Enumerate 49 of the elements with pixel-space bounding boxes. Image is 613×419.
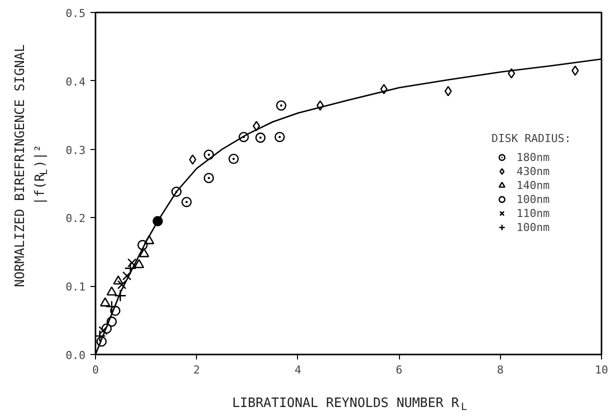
y-tick-label: 0.2 [66,212,86,226]
x-tick-label: 0 [92,364,99,376]
point [122,271,132,280]
point [380,84,388,94]
point [144,235,154,244]
point [106,286,117,296]
point [124,262,137,274]
point [274,132,285,142]
y-tick-label: 0.0 [66,349,86,362]
legend-label: 430nm [516,164,550,178]
point [255,132,266,143]
point [152,216,163,226]
point [238,132,249,142]
point [137,240,148,250]
legend-label: 180nm [516,150,550,164]
x-tick-label: 4 [294,364,302,376]
point [444,86,452,96]
point [204,172,214,184]
y-tick-label: 0.4 [66,75,86,88]
point [138,248,150,258]
x-tick-label: 6 [396,364,402,376]
point [171,186,182,197]
point [100,297,110,306]
point [106,316,117,327]
x-tick-label: 8 [496,364,504,376]
point [134,259,144,268]
point [117,280,126,290]
x-tick-label: 2 [193,364,200,376]
point [96,336,107,347]
y-tick-label: 0.3 [66,144,86,157]
legend-label: 100nm [516,220,550,234]
point [228,154,239,164]
legend-label: 140nm [516,178,550,192]
point [508,68,516,79]
point [110,306,120,316]
point [204,150,214,160]
point [181,196,192,208]
x-tick-label: 10 [594,364,608,376]
y-tick-label: 0.1 [66,280,86,294]
point [276,100,286,111]
point [114,290,126,302]
legend-label: 100nm [516,192,550,206]
point [252,120,260,132]
legend-title: DISK RADIUS: [492,132,571,145]
point [101,323,112,334]
y-tick-label: 0.5 [66,7,86,20]
point [106,300,118,313]
point [113,275,124,285]
legend-label: 110nm [516,206,550,220]
